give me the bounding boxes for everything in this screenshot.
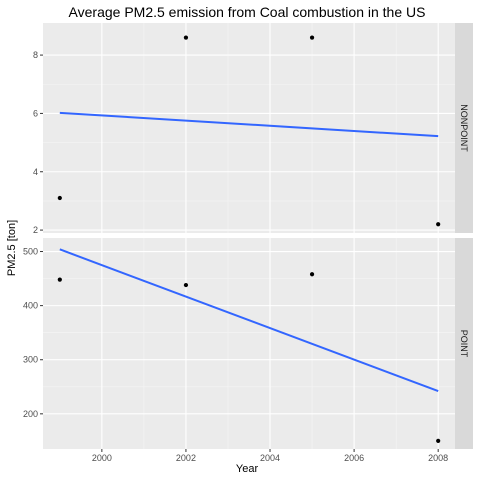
data-point [57, 195, 62, 201]
x-tick-label: 2006 [344, 453, 364, 463]
x-tick-label: 2002 [176, 453, 196, 463]
facet-panel-point: 200 300 400 500 POINT [23, 238, 473, 449]
x-tick-label: 2000 [92, 453, 112, 463]
panel-background [43, 23, 455, 233]
y-tick-label: 2 [33, 225, 38, 235]
x-axis: 2000 2002 2004 2006 2008 [92, 449, 448, 463]
facet-strip [455, 23, 473, 233]
x-tick-label: 2008 [428, 453, 448, 463]
trend-line [59, 111, 439, 138]
y-tick-label: 500 [23, 247, 38, 257]
facet-panel-nonpoint: 2 4 6 8 NONPOINT [33, 23, 473, 235]
y-tick-label: 4 [33, 167, 38, 177]
y-axis-title: PM2.5 [ton] [6, 220, 18, 276]
data-point [183, 35, 189, 40]
data-point [57, 277, 62, 282]
facet-strip-label: POINT [459, 330, 469, 358]
y-tick-label: 8 [33, 50, 38, 60]
y-tick-label: 300 [23, 355, 38, 365]
data-point [309, 35, 315, 40]
data-point [309, 272, 315, 277]
chart-title: Average PM2.5 emission from Coal combust… [69, 4, 426, 20]
facet-strip-label: NONPOINT [459, 104, 469, 152]
panel-background [43, 238, 455, 449]
y-tick-label: 6 [33, 108, 38, 118]
data-point [436, 438, 441, 443]
data-point [436, 222, 441, 227]
y-tick-label: 400 [23, 301, 38, 311]
data-point [183, 282, 189, 288]
y-tick-label: 200 [23, 409, 38, 419]
x-tick-label: 2004 [260, 453, 280, 463]
facet-panels: 2 4 6 8 NONPOINT 200 300 400 500 POINT [23, 23, 473, 449]
trend-line [59, 248, 439, 393]
x-axis-title: Year [236, 463, 259, 475]
facet-strip [455, 238, 473, 449]
